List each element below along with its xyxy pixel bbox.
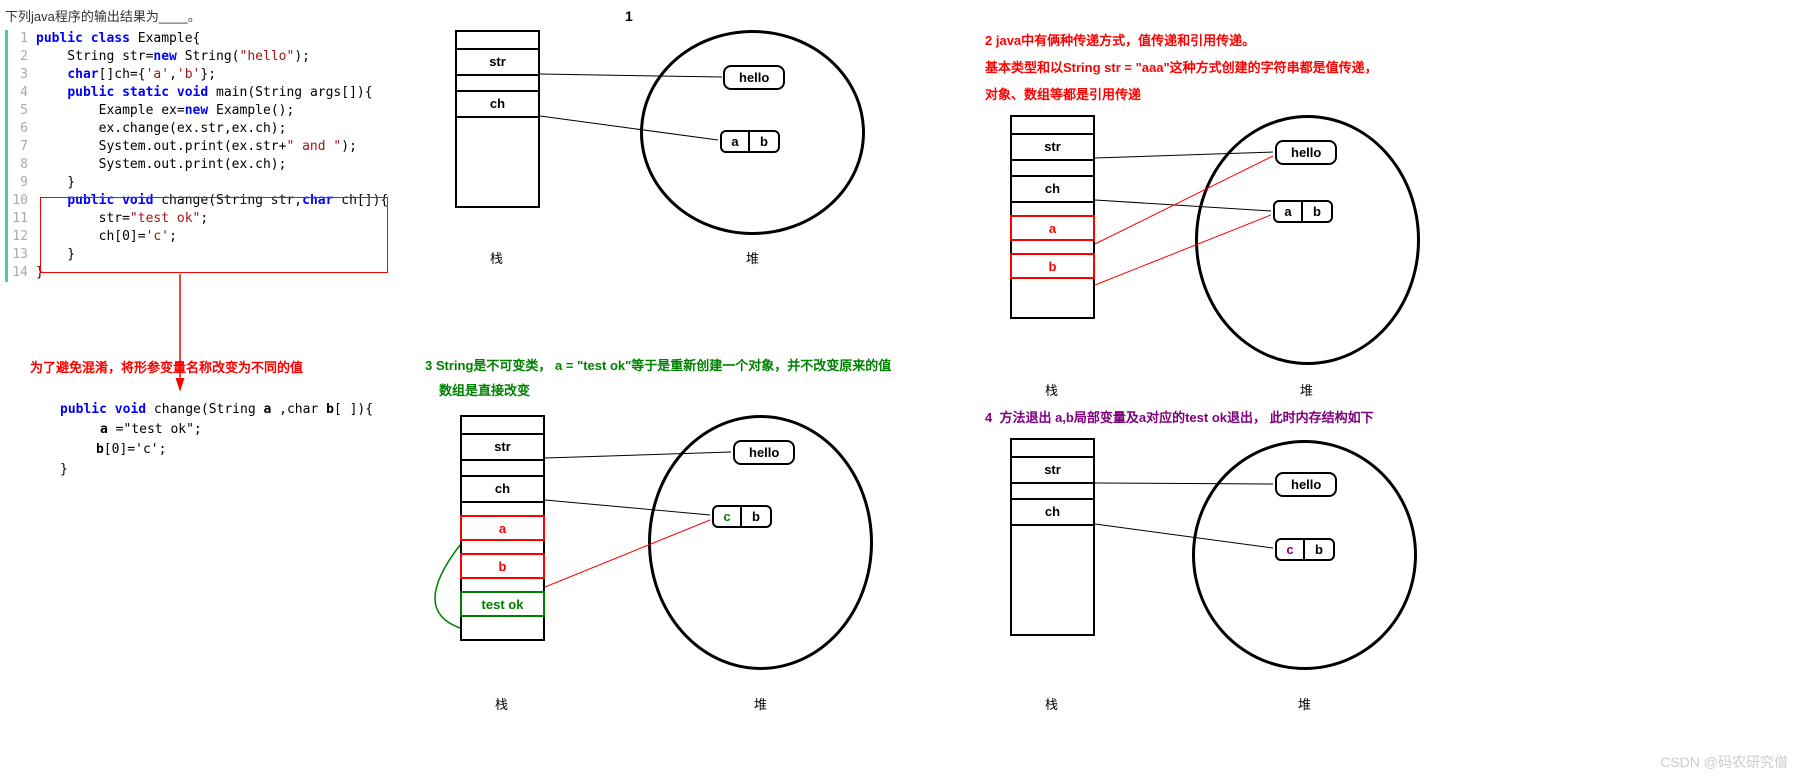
d4-stack: strch bbox=[1010, 438, 1095, 636]
d1-arr: ab bbox=[720, 130, 780, 153]
d2-arr: ab bbox=[1273, 200, 1333, 223]
watermark: CSDN @码农研究僧 bbox=[1660, 752, 1788, 772]
renamed-code: public void change(String a ,char b[ ]){… bbox=[60, 400, 373, 480]
d4-heap-label: 堆 bbox=[1298, 694, 1311, 713]
d1-stack: strch bbox=[455, 30, 540, 208]
d3-stack: strchabtest ok bbox=[460, 415, 545, 641]
d3-heap-label: 堆 bbox=[754, 694, 767, 713]
d4-hello: hello bbox=[1275, 472, 1337, 497]
d3-stack-label: 栈 bbox=[495, 694, 508, 713]
d4-stack-label: 栈 bbox=[1045, 694, 1058, 713]
note-rename: 为了避免混淆，将形参变量名称改变为不同的值 bbox=[30, 357, 303, 376]
highlight-box bbox=[40, 197, 388, 273]
d3-arr: cb bbox=[712, 505, 772, 528]
d1-stack-label: 栈 bbox=[490, 248, 503, 267]
d2-heap-label: 堆 bbox=[1300, 380, 1313, 399]
d2-stack-label: 栈 bbox=[1045, 380, 1058, 399]
d4-arr: cb bbox=[1275, 538, 1335, 561]
d1-hello: hello bbox=[723, 65, 785, 90]
d2-hello: hello bbox=[1275, 140, 1337, 165]
step1-num: 1 bbox=[625, 8, 633, 24]
step2-text: 2 java中有俩种传递方式，值传递和引用传递。 基本类型和以String st… bbox=[985, 30, 1378, 103]
step4-text: 4 方法退出 a,b局部变量及a对应的test ok退出， 此时内存结构如下 bbox=[985, 407, 1374, 426]
d2-stack: strchab bbox=[1010, 115, 1095, 319]
question-title: 下列java程序的输出结果为____。 bbox=[5, 6, 201, 25]
d1-heap-label: 堆 bbox=[746, 248, 759, 267]
d3-hello: hello bbox=[733, 440, 795, 465]
step3-text: 3 String是不可变类， a = "test ok"等于是重新创建一个对象，… bbox=[425, 355, 891, 399]
